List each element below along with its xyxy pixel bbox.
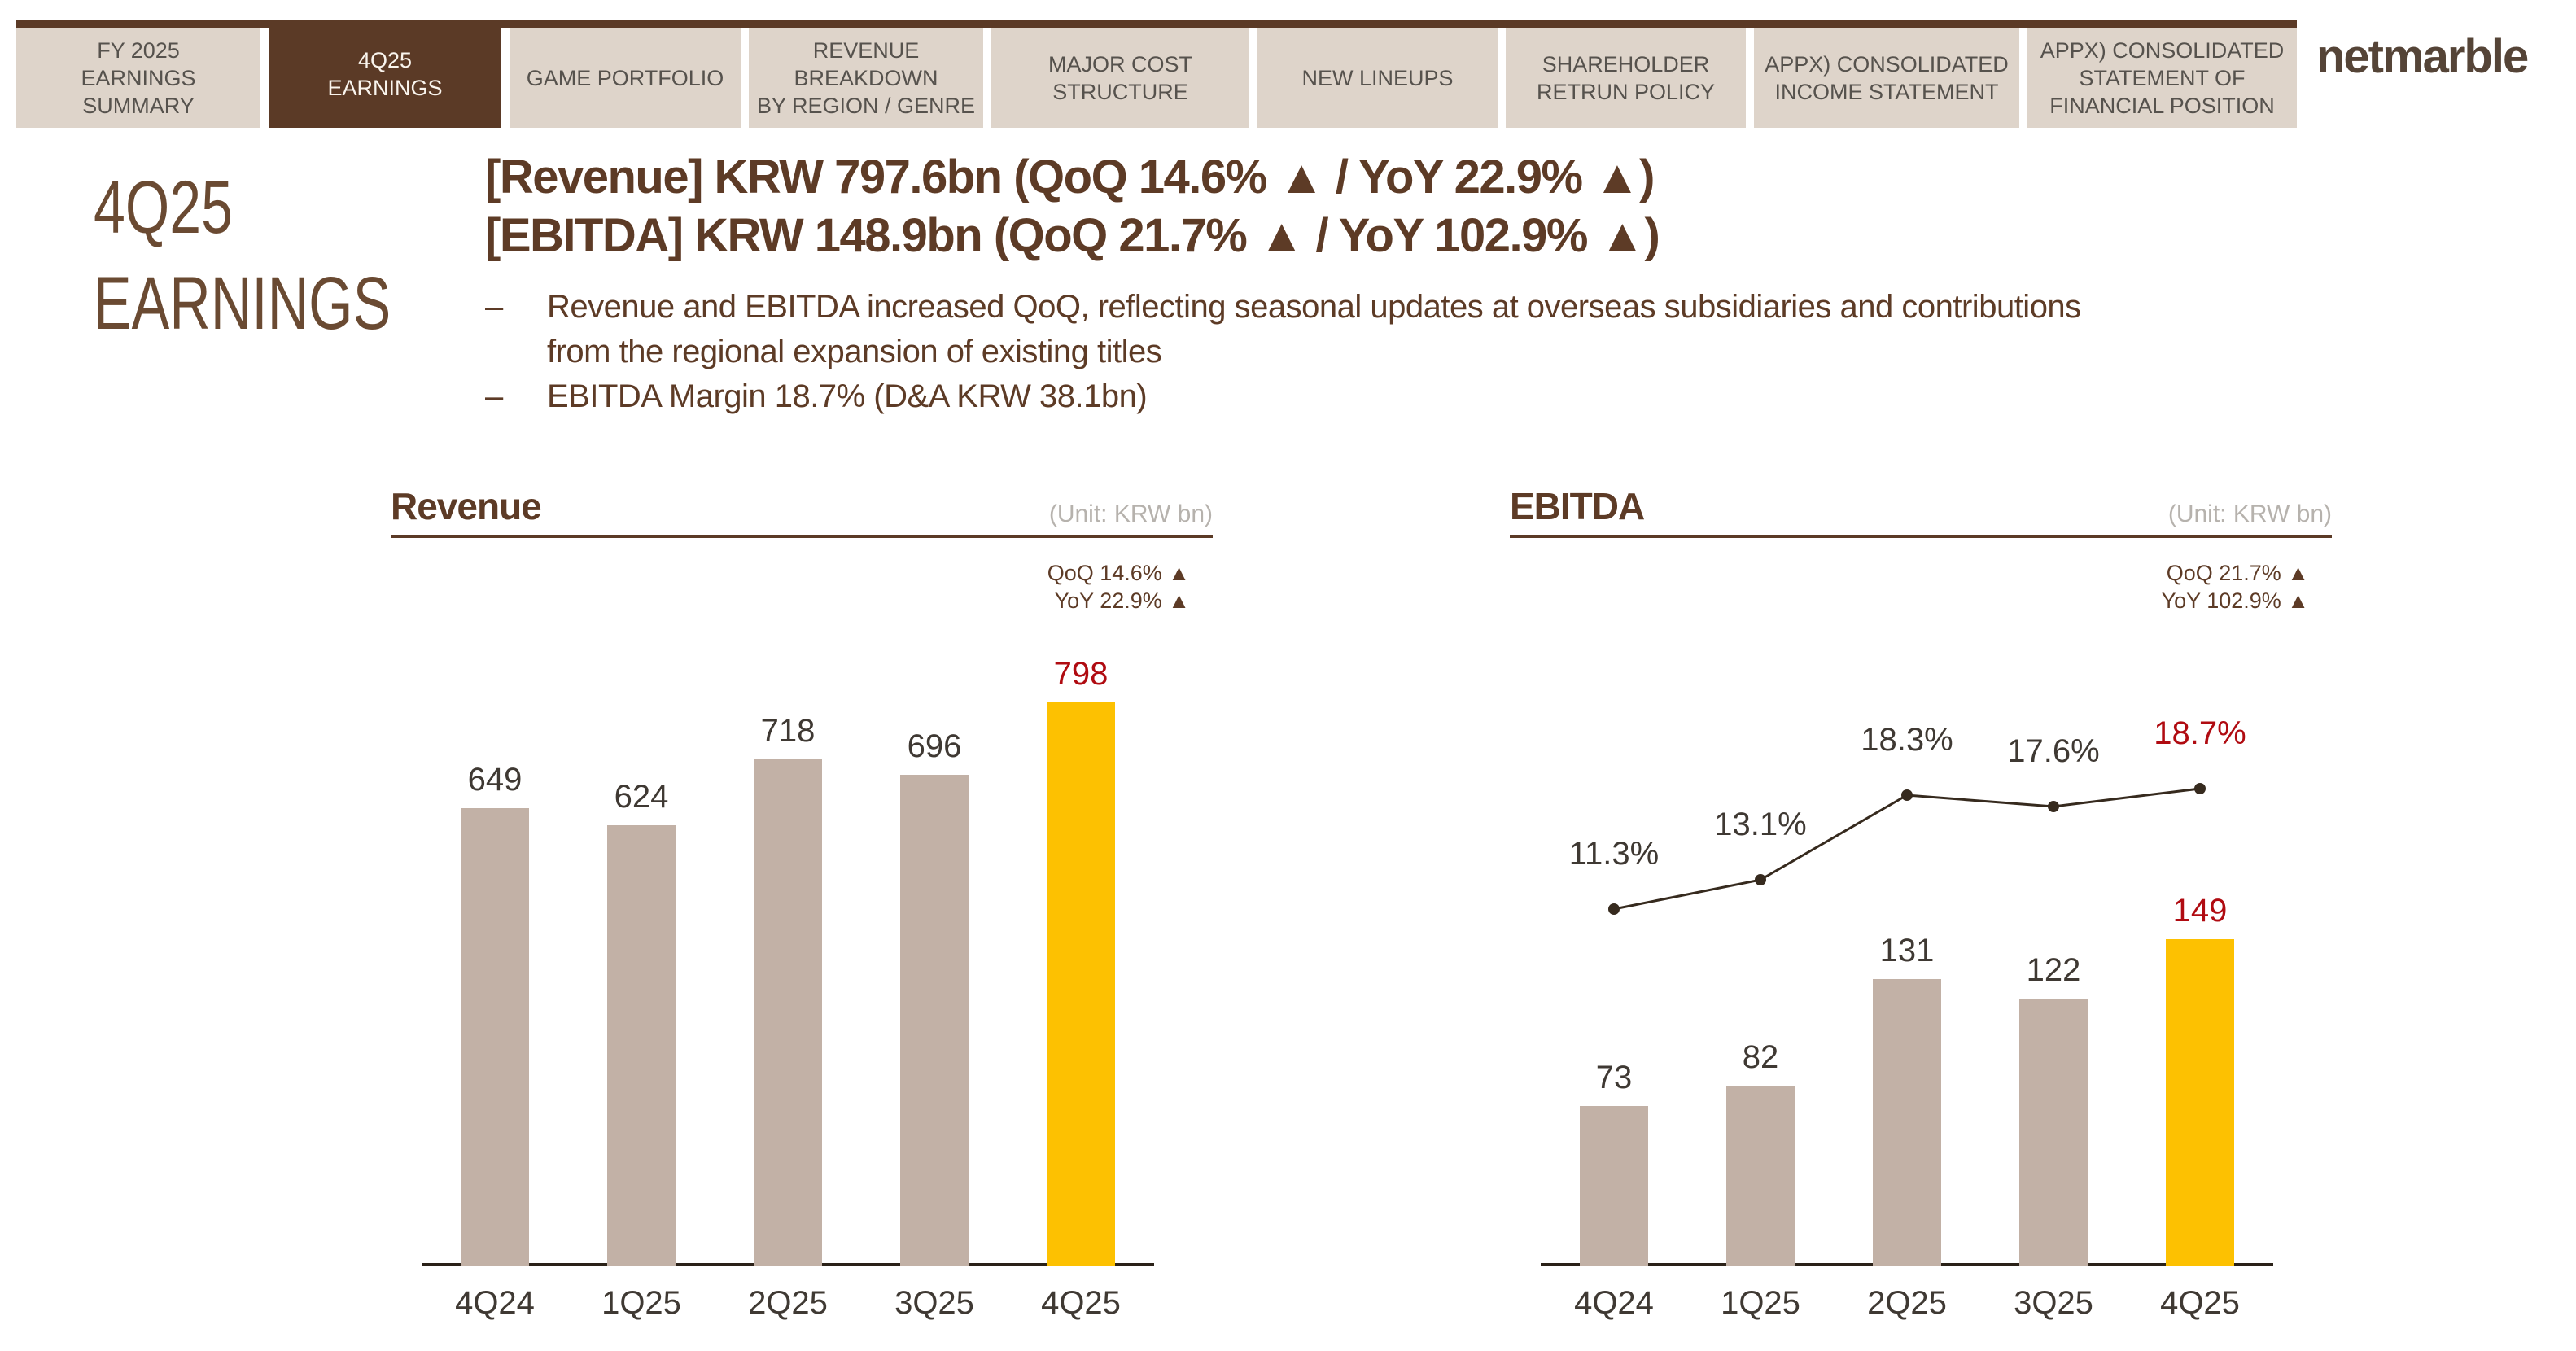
yoy-annotation: YoY 22.9% ▲ — [1054, 588, 1190, 613]
line-point-marker — [2048, 801, 2059, 812]
qoq-annotation: QoQ 14.6% ▲ — [1047, 561, 1190, 585]
bar-value-label: 122 — [2026, 952, 2081, 988]
tab-appx-consolidated-statement-of-financial-position[interactable]: APPX) CONSOLIDATED STATEMENT OF FINANCIA… — [2027, 28, 2297, 128]
chart-title: Revenue — [391, 485, 542, 527]
bullet-list: – Revenue and EBITDA increased QoQ, refl… — [485, 285, 2243, 419]
tab-label: FY 2025 EARNINGS SUMMARY — [81, 37, 196, 118]
headline-block: [Revenue] KRW 797.6bn (QoQ 14.6% ▲ / YoY… — [485, 148, 2243, 419]
tab-label: SHAREHOLDER RETRUN POLICY — [1536, 51, 1716, 104]
margin-percentage-label: 18.7% — [2154, 715, 2246, 751]
yoy-annotation: YoY 102.9% ▲ — [2161, 588, 2309, 613]
tab-major-cost-structure[interactable]: MAJOR COST STRUCTURE — [991, 28, 1249, 128]
x-axis-label: 4Q25 — [2160, 1285, 2240, 1321]
chart-plot: 73 82 131 122 149 11.3% 13.1% 18.3% 17.6% 18.7% — [1541, 631, 2273, 1266]
netmarble-logo: netmarble — [2316, 30, 2529, 83]
bar-value-label: 798 — [1053, 656, 1109, 692]
bar-value-label: 624 — [614, 779, 669, 815]
bar-4Q24 — [461, 808, 529, 1266]
x-axis-label: 2Q25 — [748, 1285, 828, 1321]
margin-percentage-label: 13.1% — [1714, 807, 1807, 842]
tab-label: 4Q25 EARNINGS — [327, 48, 443, 100]
bar-2Q25 — [754, 759, 822, 1266]
tab-appx-consolidated-income-statement[interactable]: APPX) CONSOLIDATED INCOME STATEMENT — [1754, 28, 2019, 128]
headline-revenue: [Revenue] KRW 797.6bn (QoQ 14.6% ▲ / YoY… — [485, 151, 1655, 203]
headline-ebitda: [EBITDA] KRW 148.9bn (QoQ 21.7% ▲ / YoY … — [485, 209, 1660, 262]
bar-4Q25 — [2166, 939, 2234, 1266]
tab-game-portfolio[interactable]: GAME PORTFOLIO — [510, 28, 741, 128]
margin-percentage-label: 11.3% — [1568, 836, 1660, 872]
chart-panel: Revenue (Unit: KRW bn) QoQ 14.6% ▲ YoY 2… — [391, 468, 1213, 1351]
tab-bar: FY 2025 EARNINGS SUMMARY 4Q25 EARNINGS G… — [16, 20, 2297, 128]
bar-value-label: 649 — [467, 762, 523, 798]
bar-value-label: 73 — [1595, 1060, 1633, 1095]
page-title: 4Q25 EARNINGS — [94, 160, 391, 352]
tab-label: APPX) CONSOLIDATED INCOME STATEMENT — [1765, 51, 2009, 104]
line-point-marker — [1755, 874, 1766, 885]
page-title-line1: 4Q25 — [94, 166, 234, 249]
line-point-marker — [1901, 789, 1913, 801]
bullet-item: – Revenue and EBITDA increased QoQ, refl… — [485, 285, 2243, 374]
x-axis-label: 3Q25 — [2014, 1285, 2093, 1321]
bullet-text: EBITDA Margin 18.7% (D&A KRW 38.1bn) — [547, 378, 1148, 414]
bar-4Q25 — [1047, 702, 1115, 1266]
chart-plot: 649 624 718 696 798 — [422, 631, 1154, 1266]
chart-header: EBITDA (Unit: KRW bn) — [1510, 468, 2332, 538]
chart-xlabels: 4Q24 1Q25 2Q25 3Q25 4Q25 — [422, 1285, 1154, 1326]
bar-value-label: 131 — [1879, 933, 1935, 968]
chart-header: Revenue (Unit: KRW bn) — [391, 468, 1213, 538]
bar-1Q25 — [1726, 1086, 1795, 1266]
bar-3Q25 — [2019, 999, 2088, 1266]
page-title-line2: EARNINGS — [94, 262, 391, 345]
x-axis-label: 4Q25 — [1041, 1285, 1121, 1321]
x-axis-label: 1Q25 — [601, 1285, 681, 1321]
chart-qoq-yoy-annotation: QoQ 21.7% ▲ YoY 102.9% ▲ — [2162, 559, 2309, 614]
x-axis-label: 3Q25 — [894, 1285, 974, 1321]
tab-label: GAME PORTFOLIO — [526, 65, 724, 90]
tab-label: MAJOR COST STRUCTURE — [1047, 51, 1192, 104]
tab-new-lineups[interactable]: NEW LINEUPS — [1257, 28, 1498, 128]
chart-xlabels: 4Q24 1Q25 2Q25 3Q25 4Q25 — [1541, 1285, 2273, 1326]
chart-panel: EBITDA (Unit: KRW bn) QoQ 21.7% ▲ YoY 10… — [1510, 468, 2332, 1351]
chart-unit-label: (Unit: KRW bn) — [1048, 501, 1213, 527]
bar-value-label: 718 — [760, 713, 816, 749]
tab-shareholder-retrun-policy[interactable]: SHAREHOLDER RETRUN POLICY — [1506, 28, 1746, 128]
tab-label: APPX) CONSOLIDATED STATEMENT OF FINANCIA… — [2040, 37, 2285, 118]
qoq-annotation: QoQ 21.7% ▲ — [2166, 561, 2309, 585]
x-axis-label: 4Q24 — [1574, 1285, 1654, 1321]
bullet-item: – EBITDA Margin 18.7% (D&A KRW 38.1bn) — [485, 374, 2243, 419]
x-axis-label: 1Q25 — [1721, 1285, 1800, 1321]
bar-4Q24 — [1580, 1106, 1648, 1266]
bar-value-label: 696 — [907, 728, 962, 764]
tab-fy2025-earnings-summary[interactable]: FY 2025 EARNINGS SUMMARY — [16, 28, 260, 128]
tab-label: REVENUE BREAKDOWN BY REGION / GENRE — [756, 37, 976, 118]
line-point-marker — [2194, 783, 2206, 794]
bar-3Q25 — [900, 775, 969, 1266]
tab-label: NEW LINEUPS — [1301, 65, 1454, 90]
x-axis-label: 4Q24 — [455, 1285, 535, 1321]
chart-unit-label: (Unit: KRW bn) — [2167, 501, 2332, 527]
tab-revenue-breakdown-by-region-genre[interactable]: REVENUE BREAKDOWN BY REGION / GENRE — [749, 28, 983, 128]
bar-1Q25 — [607, 825, 676, 1266]
bullet-marker: – — [485, 289, 503, 325]
nav-top-strip — [16, 20, 2297, 28]
tab-4q25-earnings[interactable]: 4Q25 EARNINGS — [269, 20, 501, 128]
bar-value-label: 82 — [1742, 1039, 1779, 1075]
bar-2Q25 — [1873, 979, 1941, 1266]
chart-title: EBITDA — [1510, 485, 1645, 527]
x-axis-label: 2Q25 — [1867, 1285, 1947, 1321]
bullet-text: Revenue and EBITDA increased QoQ, reflec… — [547, 289, 2081, 369]
line-point-marker — [1608, 903, 1620, 915]
bar-value-label: 149 — [2172, 893, 2228, 929]
margin-percentage-label: 17.6% — [2007, 733, 2100, 769]
chart-qoq-yoy-annotation: QoQ 14.6% ▲ YoY 22.9% ▲ — [1047, 559, 1190, 614]
margin-percentage-label: 18.3% — [1861, 722, 1953, 758]
bullet-marker: – — [485, 378, 503, 414]
